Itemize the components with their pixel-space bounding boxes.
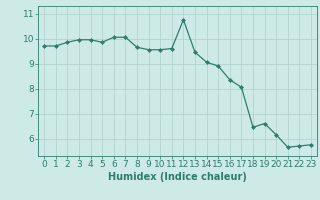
X-axis label: Humidex (Indice chaleur): Humidex (Indice chaleur) xyxy=(108,172,247,182)
